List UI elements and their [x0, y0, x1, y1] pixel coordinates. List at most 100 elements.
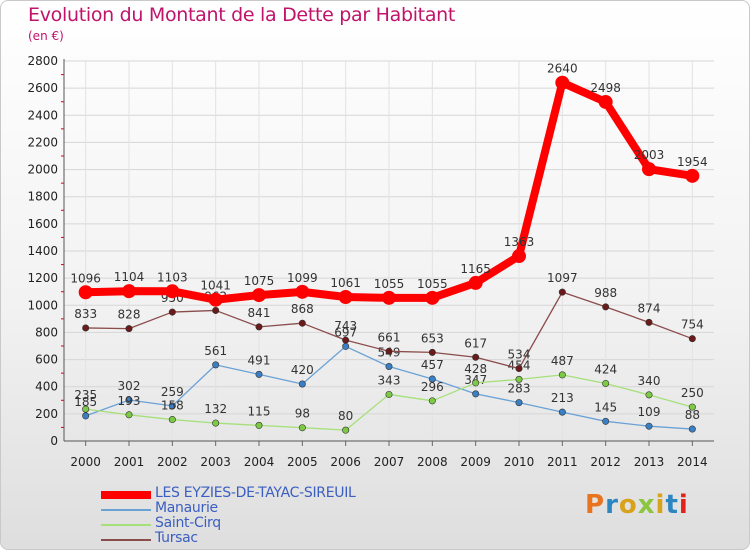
series-3-point: [515, 365, 523, 373]
y-tick-label: 800: [35, 325, 58, 339]
legend-item: Tursac: [101, 530, 421, 547]
series-0-point: [555, 75, 570, 90]
series-3-data-label: 1097: [547, 271, 578, 285]
series-2-point: [342, 426, 350, 434]
series-0-point: [685, 168, 700, 183]
y-tick-label: 2000: [27, 163, 58, 177]
legend-swatch: [101, 491, 151, 499]
series-3-data-label: 833: [74, 307, 97, 321]
series-3-point: [255, 323, 263, 331]
series-0-point: [252, 288, 266, 303]
series-0-data-label: 1099: [287, 271, 318, 285]
series-1-data-label: 420: [291, 363, 314, 377]
series-1-data-label: 561: [204, 344, 227, 358]
series-0-data-label: 1041: [200, 279, 231, 293]
series-0-point: [642, 162, 656, 177]
series-1-point: [515, 399, 523, 407]
series-2-point: [385, 390, 393, 398]
series-2-point: [428, 397, 436, 405]
series-1-point: [645, 422, 653, 430]
series-0-data-label: 1954: [677, 155, 708, 169]
series-2-data-label: 428: [464, 362, 487, 376]
x-tick-label: 2008: [417, 455, 448, 469]
series-1-data-label: 491: [248, 353, 271, 367]
x-tick-label: 2004: [244, 455, 275, 469]
series-1-point: [688, 425, 696, 433]
series-1-point: [82, 412, 90, 420]
series-2-point: [298, 424, 306, 432]
series-2-data-label: 80: [338, 409, 353, 423]
series-2-data-label: 424: [594, 362, 617, 376]
x-tick-label: 2006: [330, 455, 361, 469]
x-tick-label: 2005: [287, 455, 318, 469]
series-2-point: [645, 391, 653, 399]
series-2-data-label: 250: [681, 386, 704, 400]
series-3-data-label: 743: [334, 319, 357, 333]
series-2-point: [602, 379, 610, 387]
series-0-data-label: 1075: [244, 274, 275, 288]
legend-item: LES EYZIES-DE-TAYAC-SIREUIL: [101, 485, 421, 502]
series-2-data-label: 115: [248, 404, 271, 418]
series-0-data-label: 1363: [504, 235, 535, 249]
series-3-point: [168, 308, 176, 316]
x-tick-label: 2002: [157, 455, 188, 469]
series-2-point: [255, 421, 263, 429]
y-tick-label: 2200: [27, 135, 58, 149]
series-1-data-label: 259: [161, 385, 184, 399]
y-tick-label: 1200: [27, 271, 58, 285]
series-2-point: [472, 379, 480, 387]
series-1-point: [212, 361, 220, 369]
series-2-point: [558, 371, 566, 379]
series-0-data-label: 2640: [547, 62, 578, 76]
y-tick-label: 1800: [27, 190, 58, 204]
y-tick-label: 2800: [27, 54, 58, 68]
x-tick-label: 2011: [547, 455, 578, 469]
series-3-point: [602, 303, 610, 311]
y-tick-label: 2400: [27, 108, 58, 122]
y-tick-label: 200: [35, 407, 58, 421]
series-3-data-label: 534: [508, 348, 531, 362]
series-1-data-label: 213: [551, 391, 574, 405]
series-0-point: [468, 275, 483, 290]
series-0-point: [425, 290, 440, 305]
series-2-data-label: 98: [295, 407, 310, 421]
series-3-point: [385, 347, 393, 355]
series-1-data-label: 457: [421, 358, 444, 372]
series-0-data-label: 1055: [417, 277, 448, 291]
series-1-point: [342, 342, 350, 350]
series-1-point: [298, 380, 306, 388]
series-1-data-label: 697: [334, 325, 357, 339]
series-0-data-label: 2498: [590, 81, 621, 95]
legend-label: LES EYZIES-DE-TAYAC-SIREUIL: [155, 485, 356, 501]
series-2-point: [212, 419, 220, 427]
x-tick-label: 2007: [374, 455, 405, 469]
series-3-point: [558, 288, 566, 296]
series-2-point: [82, 405, 90, 413]
legend-item: Saint-Cirq: [101, 515, 421, 532]
series-3-point: [688, 335, 696, 343]
proxiti-logo: Proxiti: [585, 490, 689, 520]
legend-swatch: [101, 539, 151, 541]
series-0-point: [338, 290, 353, 305]
series-1-data-label: 185: [74, 395, 97, 409]
series-0-point: [295, 284, 310, 299]
series-1-data-label: 109: [638, 405, 661, 419]
series-3-data-label: 988: [594, 286, 617, 300]
series-2-data-label: 340: [638, 374, 661, 388]
series-2-data-label: 487: [551, 354, 574, 368]
series-1-point: [385, 362, 393, 370]
series-3-point: [125, 325, 133, 333]
series-3-point: [82, 324, 90, 332]
logo-letter: o: [618, 490, 638, 520]
series-0-point: [78, 285, 93, 300]
series-0-point: [598, 94, 613, 109]
legend-swatch: [101, 509, 151, 511]
series-0-data-label: 2003: [634, 148, 665, 162]
y-tick-label: 1000: [27, 298, 58, 312]
chart-legend: LES EYZIES-DE-TAYAC-SIREUIL Manaurie Saint…: [101, 485, 421, 547]
series-3-data-label: 828: [118, 308, 141, 322]
y-tick-label: 2600: [27, 81, 58, 95]
series-3-point: [298, 319, 306, 327]
series-1-point: [168, 402, 176, 410]
series-3-data-label: 653: [421, 331, 444, 345]
